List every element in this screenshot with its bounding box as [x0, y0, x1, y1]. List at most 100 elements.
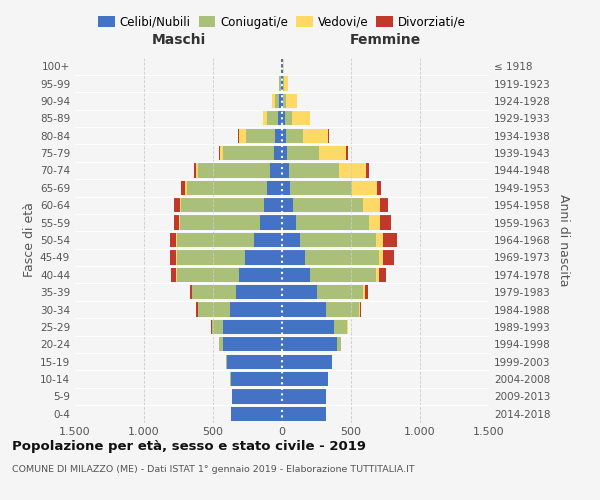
Bar [296, 216, 369, 230]
Bar [176, 268, 177, 282]
Bar [196, 302, 198, 316]
Bar [284, 76, 288, 90]
Bar [227, 354, 282, 369]
Bar [310, 268, 376, 282]
Y-axis label: Fasce di età: Fasce di età [23, 202, 36, 278]
Bar [319, 146, 346, 160]
Bar [211, 320, 212, 334]
Bar [246, 128, 275, 143]
Bar [181, 180, 185, 195]
Bar [177, 250, 245, 264]
Bar [292, 111, 310, 126]
Bar [293, 198, 364, 212]
Bar [170, 250, 176, 264]
Bar [282, 250, 305, 264]
Bar [198, 302, 230, 316]
Bar [254, 233, 282, 247]
Bar [338, 164, 366, 177]
Bar [365, 285, 368, 300]
Bar [283, 59, 284, 74]
Bar [282, 233, 300, 247]
Bar [346, 146, 347, 160]
Bar [239, 268, 282, 282]
Bar [170, 233, 176, 247]
Bar [282, 285, 317, 300]
Bar [223, 337, 282, 351]
Bar [289, 164, 338, 177]
Bar [283, 76, 284, 90]
Bar [376, 233, 383, 247]
Bar [193, 285, 236, 300]
Bar [282, 268, 310, 282]
Bar [264, 198, 282, 212]
Bar [238, 128, 239, 143]
Bar [282, 198, 293, 212]
Text: Maschi: Maschi [151, 33, 206, 47]
Bar [239, 128, 246, 143]
Bar [281, 59, 282, 74]
Bar [263, 111, 267, 126]
Bar [347, 320, 348, 334]
Bar [212, 320, 223, 334]
Bar [286, 94, 297, 108]
Bar [282, 94, 283, 108]
Bar [282, 111, 285, 126]
Bar [177, 268, 239, 282]
Bar [230, 302, 282, 316]
Bar [175, 198, 180, 212]
Bar [290, 180, 352, 195]
Bar [282, 372, 328, 386]
Bar [196, 164, 198, 177]
Bar [267, 180, 282, 195]
Bar [278, 76, 279, 90]
Bar [198, 164, 269, 177]
Bar [380, 198, 388, 212]
Bar [279, 94, 282, 108]
Bar [282, 59, 283, 74]
Bar [300, 233, 376, 247]
Bar [274, 146, 282, 160]
Bar [326, 302, 359, 316]
Bar [181, 198, 264, 212]
Bar [267, 111, 278, 126]
Bar [369, 216, 380, 230]
Bar [282, 406, 326, 421]
Bar [282, 180, 290, 195]
Bar [286, 128, 303, 143]
Bar [179, 216, 180, 230]
Bar [303, 128, 328, 143]
Bar [383, 233, 397, 247]
Legend: Celibi/Nubili, Coniugati/e, Vedovi/e, Divorziati/e: Celibi/Nubili, Coniugati/e, Vedovi/e, Di… [94, 11, 470, 34]
Bar [282, 164, 289, 177]
Bar [282, 76, 283, 90]
Bar [282, 337, 337, 351]
Bar [282, 354, 332, 369]
Bar [187, 180, 267, 195]
Bar [278, 111, 282, 126]
Bar [223, 320, 282, 334]
Bar [377, 180, 382, 195]
Bar [173, 216, 179, 230]
Bar [231, 372, 282, 386]
Bar [282, 320, 334, 334]
Bar [231, 406, 282, 421]
Bar [176, 233, 177, 247]
Bar [380, 216, 391, 230]
Bar [269, 164, 282, 177]
Bar [282, 390, 326, 404]
Bar [383, 250, 394, 264]
Bar [285, 111, 292, 126]
Bar [379, 250, 383, 264]
Bar [223, 146, 274, 160]
Bar [282, 302, 326, 316]
Bar [334, 320, 347, 334]
Y-axis label: Anni di nascita: Anni di nascita [557, 194, 570, 286]
Bar [230, 372, 231, 386]
Bar [245, 250, 282, 264]
Bar [379, 268, 386, 282]
Bar [226, 354, 227, 369]
Bar [282, 128, 286, 143]
Bar [194, 164, 196, 177]
Bar [236, 285, 282, 300]
Bar [177, 233, 254, 247]
